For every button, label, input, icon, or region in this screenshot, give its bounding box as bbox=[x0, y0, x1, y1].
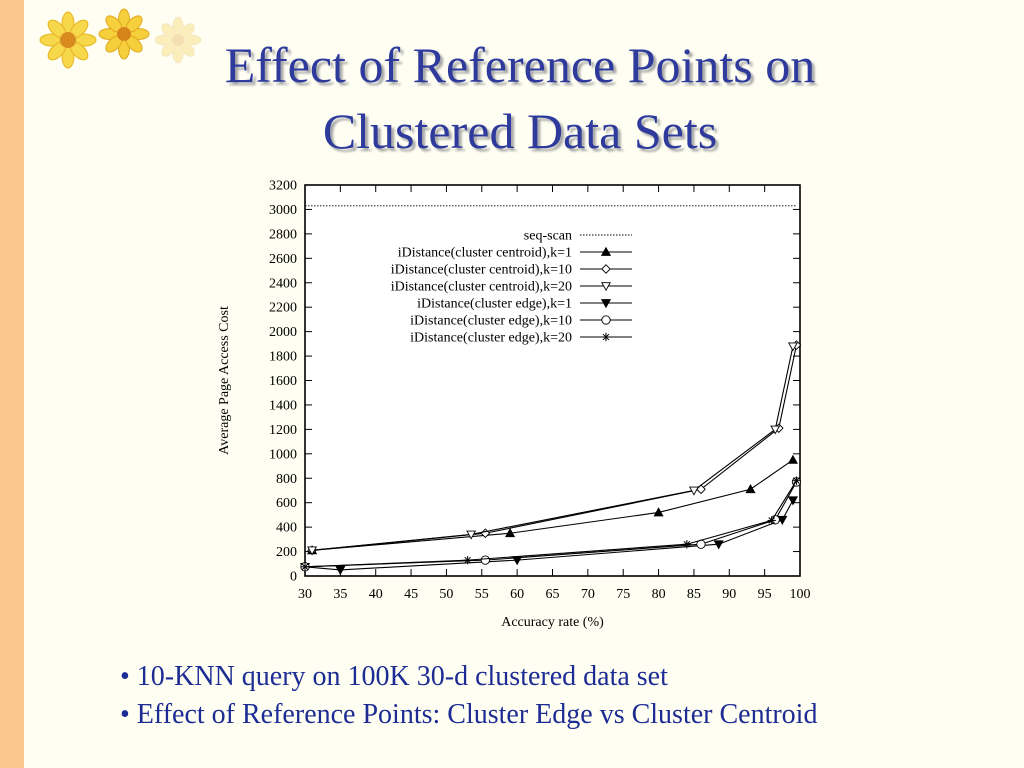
data-point-marker bbox=[601, 264, 611, 274]
y-tick-label: 800 bbox=[276, 472, 297, 487]
y-tick-label: 2200 bbox=[269, 301, 297, 316]
x-axis-label: Accuracy rate (%) bbox=[501, 615, 604, 630]
data-point-marker bbox=[682, 540, 692, 549]
x-tick-label: 75 bbox=[616, 587, 630, 602]
data-point-marker bbox=[777, 515, 788, 526]
data-point-marker bbox=[770, 425, 781, 435]
slide-title-line-2: Clustered Data Sets bbox=[322, 103, 718, 159]
x-tick-label: 40 bbox=[369, 587, 383, 602]
plot-frame bbox=[304, 184, 801, 577]
x-tick-label: 30 bbox=[298, 587, 312, 602]
legend-label: iDistance(cluster centroid),k=1 bbox=[398, 246, 572, 261]
data-point-marker bbox=[600, 299, 612, 309]
x-tick-label: 80 bbox=[652, 587, 666, 602]
data-point-marker bbox=[601, 332, 611, 342]
y-tick-label: 1400 bbox=[269, 398, 297, 413]
y-tick-label: 0 bbox=[290, 570, 297, 585]
data-point-marker bbox=[713, 540, 724, 550]
x-tick-label: 65 bbox=[546, 587, 560, 602]
data-point-marker bbox=[787, 496, 798, 506]
y-tick-label: 600 bbox=[276, 496, 297, 511]
data-point-marker bbox=[745, 484, 756, 494]
data-point-marker bbox=[787, 454, 798, 464]
y-tick-label: 2400 bbox=[269, 276, 297, 291]
x-tick-label: 70 bbox=[581, 587, 595, 602]
sunflower-icon bbox=[39, 11, 97, 69]
y-tick-label: 3200 bbox=[269, 179, 297, 194]
sunflower-icon bbox=[154, 16, 202, 64]
y-tick-label: 1200 bbox=[269, 423, 297, 438]
data-point-marker bbox=[307, 546, 318, 556]
data-point-marker bbox=[600, 246, 612, 256]
x-tick-label: 45 bbox=[404, 587, 418, 602]
data-point-marker bbox=[767, 516, 776, 525]
bullet-list: • 10-KNN query on 100K 30-d clustered da… bbox=[120, 658, 1000, 734]
y-tick-label: 1800 bbox=[269, 350, 297, 365]
y-tick-label: 3000 bbox=[269, 203, 297, 218]
data-point-marker bbox=[601, 315, 611, 325]
y-tick-label: 1000 bbox=[269, 447, 297, 462]
legend-label: seq-scan bbox=[524, 229, 572, 244]
data-point-marker bbox=[787, 342, 798, 352]
slide-title: Effect of Reference Points on Clustered … bbox=[60, 32, 980, 164]
series-3 bbox=[307, 342, 798, 556]
data-point-marker bbox=[463, 555, 472, 565]
series-6 bbox=[300, 476, 801, 572]
x-tick-label: 90 bbox=[722, 587, 736, 602]
x-tick-label: 85 bbox=[687, 587, 701, 602]
y-tick-label: 400 bbox=[276, 521, 297, 536]
data-point-marker bbox=[466, 530, 477, 540]
data-point-marker bbox=[601, 282, 611, 292]
bullet-item-1: • 10-KNN query on 100K 30-d clustered da… bbox=[120, 661, 668, 692]
slide-title-line-1: Effect of Reference Points on bbox=[224, 37, 816, 93]
legend: seq-scan iDistance(cluster centroid),k=1 i… bbox=[391, 229, 632, 346]
legend-label: iDistance(cluster centroid),k=20 bbox=[391, 280, 572, 295]
x-tick-label: 95 bbox=[758, 587, 772, 602]
legend-label: iDistance(cluster edge),k=10 bbox=[410, 314, 572, 329]
legend-label: iDistance(cluster edge),k=1 bbox=[417, 297, 572, 312]
y-tick-label: 2800 bbox=[269, 227, 297, 242]
x-tick-label: 55 bbox=[475, 587, 489, 602]
bullet-item-2: • Effect of Reference Points: Cluster Ed… bbox=[120, 699, 818, 730]
data-point-marker bbox=[480, 555, 490, 565]
x-tick-label: 35 bbox=[333, 587, 347, 602]
data-point-marker bbox=[335, 566, 346, 576]
y-tick-label: 200 bbox=[276, 545, 297, 560]
y-tick-label: 2000 bbox=[269, 325, 297, 340]
data-point-marker bbox=[792, 476, 801, 485]
legend-label: iDistance(cluster centroid),k=10 bbox=[391, 263, 572, 278]
data-point-marker bbox=[505, 528, 516, 538]
x-tick-label: 60 bbox=[510, 587, 524, 602]
series-1 bbox=[307, 454, 798, 555]
y-axis-label: Average Page Access Cost bbox=[217, 306, 232, 455]
legend-label: iDistance(cluster edge),k=20 bbox=[410, 331, 572, 346]
data-point-marker bbox=[688, 486, 699, 496]
line-chart: 0 200 400 600 800 1000 1200 1400 1600 1800 2000 220… bbox=[217, 179, 811, 631]
side-strip bbox=[0, 0, 24, 768]
flower-decoration bbox=[39, 8, 202, 69]
x-tick-label: 100 bbox=[790, 587, 811, 602]
data-point-marker bbox=[300, 562, 310, 572]
y-tick-label: 1600 bbox=[269, 374, 297, 389]
y-tick-label: 2600 bbox=[269, 252, 297, 267]
x-tick-label: 50 bbox=[439, 587, 453, 602]
data-point-marker bbox=[653, 507, 664, 517]
sunflower-icon bbox=[98, 8, 150, 60]
